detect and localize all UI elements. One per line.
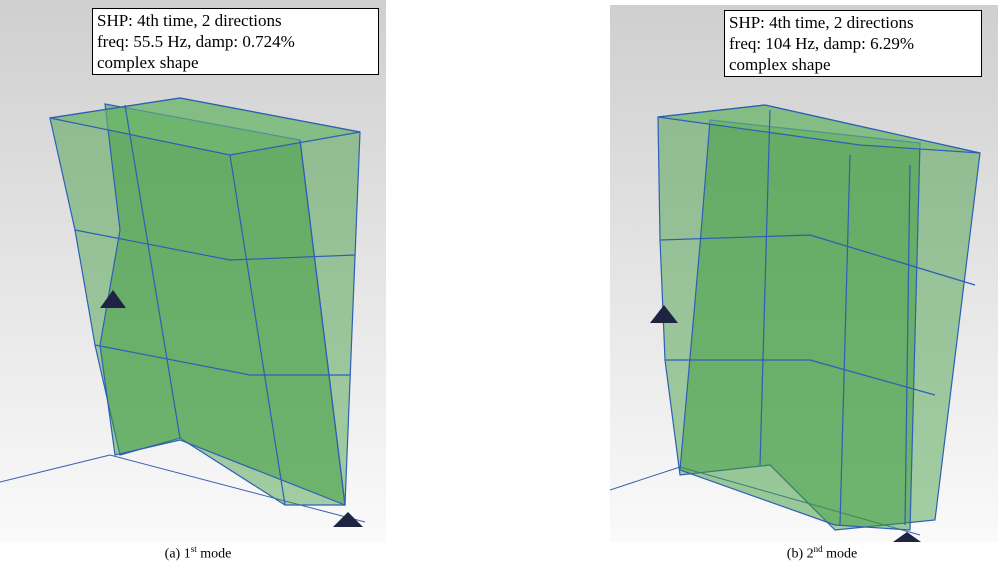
- caption: (a) 1st mode: [48, 544, 348, 563]
- info-line: freq: 55.5 Hz, damp: 0.724%: [97, 31, 374, 52]
- model-render: [0, 0, 386, 542]
- info-line: SHP: 4th time, 2 directions: [729, 12, 977, 33]
- caption-sup: nd: [814, 544, 823, 554]
- mode-view: SHP: 4th time, 2 directions freq: 104 Hz…: [610, 5, 998, 542]
- caption-text: (b) 2: [787, 547, 814, 562]
- structure: [658, 105, 980, 530]
- info-line: complex shape: [97, 52, 374, 73]
- caption-text: mode: [823, 547, 858, 562]
- info-box: SHP: 4th time, 2 directions freq: 104 Hz…: [724, 10, 982, 77]
- page: SHP: 4th time, 2 directions freq: 55.5 H…: [0, 0, 998, 566]
- mode-view: SHP: 4th time, 2 directions freq: 55.5 H…: [0, 0, 386, 542]
- model-render: [610, 5, 998, 542]
- info-line: freq: 104 Hz, damp: 6.29%: [729, 33, 977, 54]
- info-line: complex shape: [729, 54, 977, 75]
- info-line: SHP: 4th time, 2 directions: [97, 10, 374, 31]
- caption-text: mode: [197, 547, 232, 562]
- caption: (b) 2nd mode: [672, 544, 972, 563]
- caption-text: (a) 1: [165, 547, 191, 562]
- info-box: SHP: 4th time, 2 directions freq: 55.5 H…: [92, 8, 379, 75]
